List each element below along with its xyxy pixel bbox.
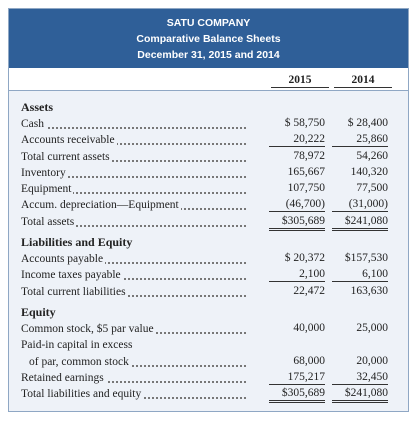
row-label: Inventory (21, 164, 68, 181)
table-row: Income taxes payable 2,100 6,100 (21, 267, 398, 284)
cell-value: (46,700) (269, 197, 325, 213)
cell-value: $305,689 (269, 214, 325, 231)
cell-value: $157,530 (344, 252, 388, 265)
column-header: 2015 2014 (9, 68, 408, 91)
cell-value: $305,689 (269, 386, 325, 404)
cell-value: $ 28,400 (347, 117, 388, 129)
table-row: Accum. depreciation—Equipment (46,700) (31… (21, 197, 398, 214)
dot-leader (41, 364, 246, 367)
cell-value: 107,750 (287, 182, 325, 195)
table-row: Total current liabilities 22,472 163,630 (21, 283, 398, 300)
table-row: Accounts payable $ 20,372 $157,530 (21, 251, 398, 268)
cell-value: $ 20,372 (284, 252, 325, 265)
row-label: Accounts receivable (21, 132, 117, 149)
row-label: Common stock, $5 par value (21, 320, 156, 337)
cell-value: 68,000 (293, 354, 325, 367)
cell-value: 54,260 (356, 149, 388, 162)
dot-leader (41, 143, 246, 146)
dot-leader (41, 397, 246, 400)
row-label: Income taxes payable (21, 267, 123, 284)
cell-value: 20,000 (356, 354, 388, 367)
header-line: December 31, 2015 and 2014 (137, 49, 280, 61)
cell-value: 2,100 (269, 267, 325, 283)
dot-leader (41, 224, 246, 227)
row-label: Total liabilities and equity (21, 386, 144, 403)
cell-value: 20,222 (269, 132, 325, 148)
header-line: SATU COMPANY (166, 17, 251, 29)
row-label: Equipment (21, 181, 74, 198)
cell-value: 175,217 (269, 370, 325, 385)
row-label: Paid-in capital in excess (21, 337, 135, 354)
row-label: of par, common stock (29, 353, 131, 370)
table-row: Paid-in capital in excess (21, 337, 398, 354)
dot-leader (41, 127, 246, 129)
dot-leader (41, 262, 246, 265)
table-row: Inventory 165,667 140,320 (21, 164, 398, 181)
table-row: Retained earnings 175,217 32,450 (21, 369, 398, 386)
cell-value: 77,500 (356, 182, 388, 195)
section-title: Equity (21, 304, 56, 319)
cell-value: (31,000) (332, 197, 388, 213)
dot-leader (41, 380, 246, 383)
cell-value: 25,000 (356, 321, 388, 334)
table-row: Common stock, $5 par value 40,000 25,000 (21, 320, 398, 337)
row-label: Total assets (21, 213, 77, 230)
dot-leader (41, 278, 246, 281)
cell-value: $241,080 (332, 386, 388, 404)
dot-leader (41, 159, 246, 162)
cell-value: 165,667 (287, 165, 325, 178)
table-row: Total current assets 78,972 54,260 (21, 148, 398, 165)
cell-value: $ 58,750 (284, 117, 325, 129)
table-row: Total liabilities and equity $305,689 $241… (21, 386, 398, 404)
section-title: Liabilities and Equity (21, 235, 133, 250)
cell-value: 22,472 (293, 284, 325, 297)
row-label: Cash (21, 116, 46, 132)
row-label: Accum. depreciation—Equipment (21, 197, 181, 214)
table-row: Accounts receivable 20,222 25,860 (21, 132, 398, 149)
dot-leader (41, 294, 246, 297)
cell-value: 32,450 (332, 370, 388, 385)
cell-value: 40,000 (293, 321, 325, 334)
row-label: Total current assets (21, 148, 112, 165)
dot-leader (41, 175, 246, 178)
header-line: Comparative Balance Sheets (136, 33, 281, 45)
cell-value: 6,100 (332, 267, 388, 283)
row-label: Retained earnings (21, 369, 106, 386)
section-title: Assets (21, 100, 53, 114)
header: SATU COMPANY Comparative Balance Sheets De… (9, 9, 408, 68)
cell-value: 163,630 (350, 284, 388, 297)
table-row: of par, common stock 68,000 20,000 (21, 353, 398, 370)
table-row: Total assets $305,689 $241,080 (21, 213, 398, 231)
cell-value: 25,860 (332, 132, 388, 148)
cell-value: 140,320 (350, 165, 388, 178)
row-label: Total current liabilities (21, 283, 128, 300)
column-year: 2015 (271, 73, 329, 88)
table-row: Cash $ 58,750 $ 28,400 (21, 116, 398, 132)
cell-value: $241,080 (332, 214, 388, 231)
table-row: Equipment 107,750 77,500 (21, 181, 398, 198)
column-year: 2014 (334, 73, 392, 88)
balance-sheet: SATU COMPANY Comparative Balance Sheets De… (8, 8, 409, 412)
cell-value: 78,972 (293, 149, 325, 162)
row-label: Accounts payable (21, 251, 106, 268)
table-body: Assets Cash $ 58,750 $ 28,400 Accounts recei… (9, 91, 408, 404)
dot-leader (41, 192, 246, 195)
